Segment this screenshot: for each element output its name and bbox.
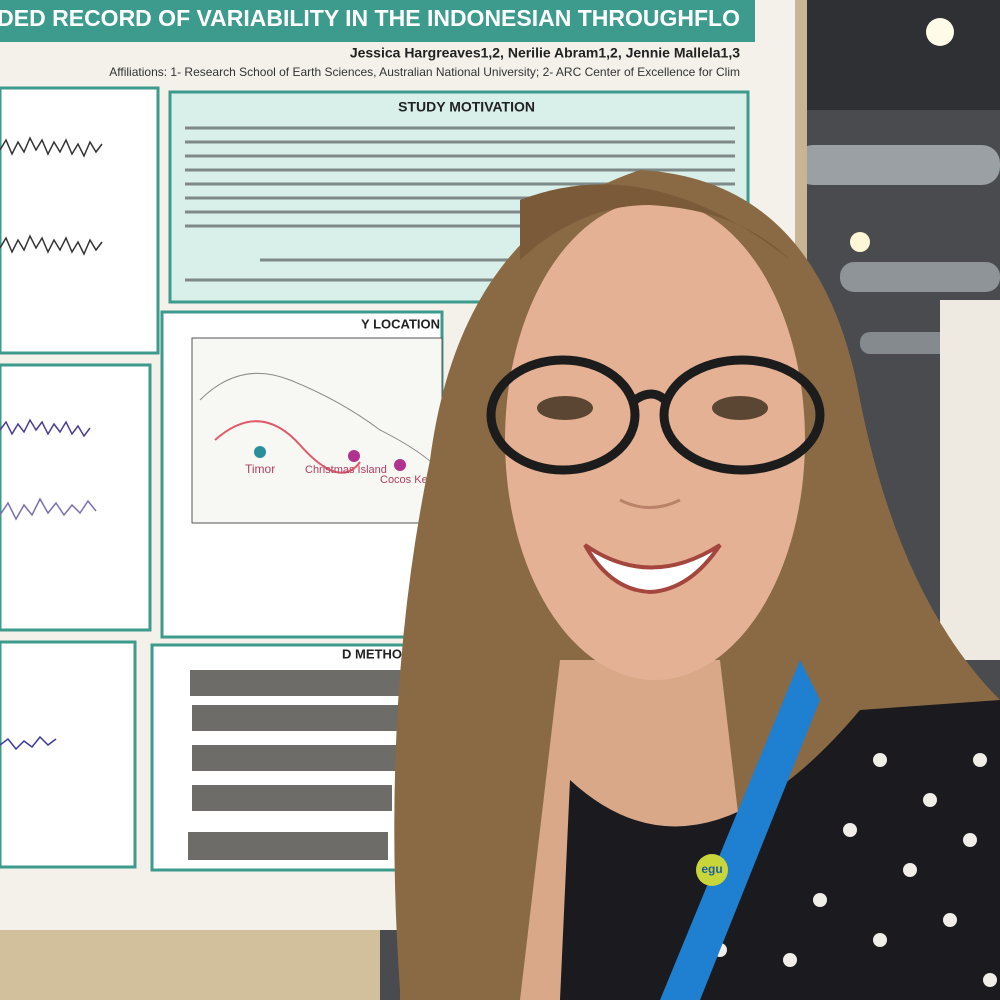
ceiling bbox=[795, 0, 1000, 110]
poster-title: AN EXTENDED RECORD OF VARIABILITY IN THE… bbox=[0, 5, 740, 31]
partition-board bbox=[940, 300, 1000, 660]
map-marker bbox=[254, 446, 266, 458]
eye bbox=[712, 396, 768, 420]
map-marker bbox=[394, 459, 406, 471]
duct bbox=[795, 145, 1000, 185]
section-heading: Y LOCATION bbox=[361, 316, 440, 331]
map-marker bbox=[348, 450, 360, 462]
board-frame bbox=[0, 930, 380, 1000]
smile bbox=[583, 543, 722, 595]
poster-panel bbox=[0, 86, 160, 355]
ceiling-light bbox=[850, 232, 870, 252]
section-heading: STUDY MOTIVATION bbox=[398, 99, 535, 115]
glasses bbox=[486, 355, 825, 475]
map-label: Timor bbox=[245, 462, 275, 476]
poster-panel bbox=[0, 640, 137, 869]
poster-panel bbox=[0, 363, 152, 632]
shirt bbox=[560, 700, 1000, 1000]
map-coast bbox=[199, 372, 441, 471]
poster-affiliations: Affiliations: 1- Research School of Eart… bbox=[109, 65, 740, 79]
duct bbox=[840, 262, 1000, 292]
poster-authors: Jessica Hargreaves1,2, Nerilie Abram1,2,… bbox=[350, 45, 740, 61]
poster-title-band bbox=[0, 0, 755, 42]
core-images bbox=[188, 670, 417, 860]
lanyard-logo bbox=[696, 854, 728, 886]
map-label: Christmas Island bbox=[305, 464, 387, 476]
lanyard bbox=[660, 660, 820, 1000]
ceiling-light bbox=[926, 18, 954, 46]
section-heading: D METHODS bbox=[342, 646, 420, 661]
face bbox=[505, 200, 805, 680]
lanyard-text: egu bbox=[701, 862, 722, 876]
map bbox=[191, 337, 443, 524]
map-flow bbox=[214, 420, 361, 474]
nose bbox=[619, 498, 681, 509]
hair-part bbox=[520, 184, 790, 260]
time-series bbox=[0, 136, 103, 751]
eye bbox=[537, 396, 593, 420]
